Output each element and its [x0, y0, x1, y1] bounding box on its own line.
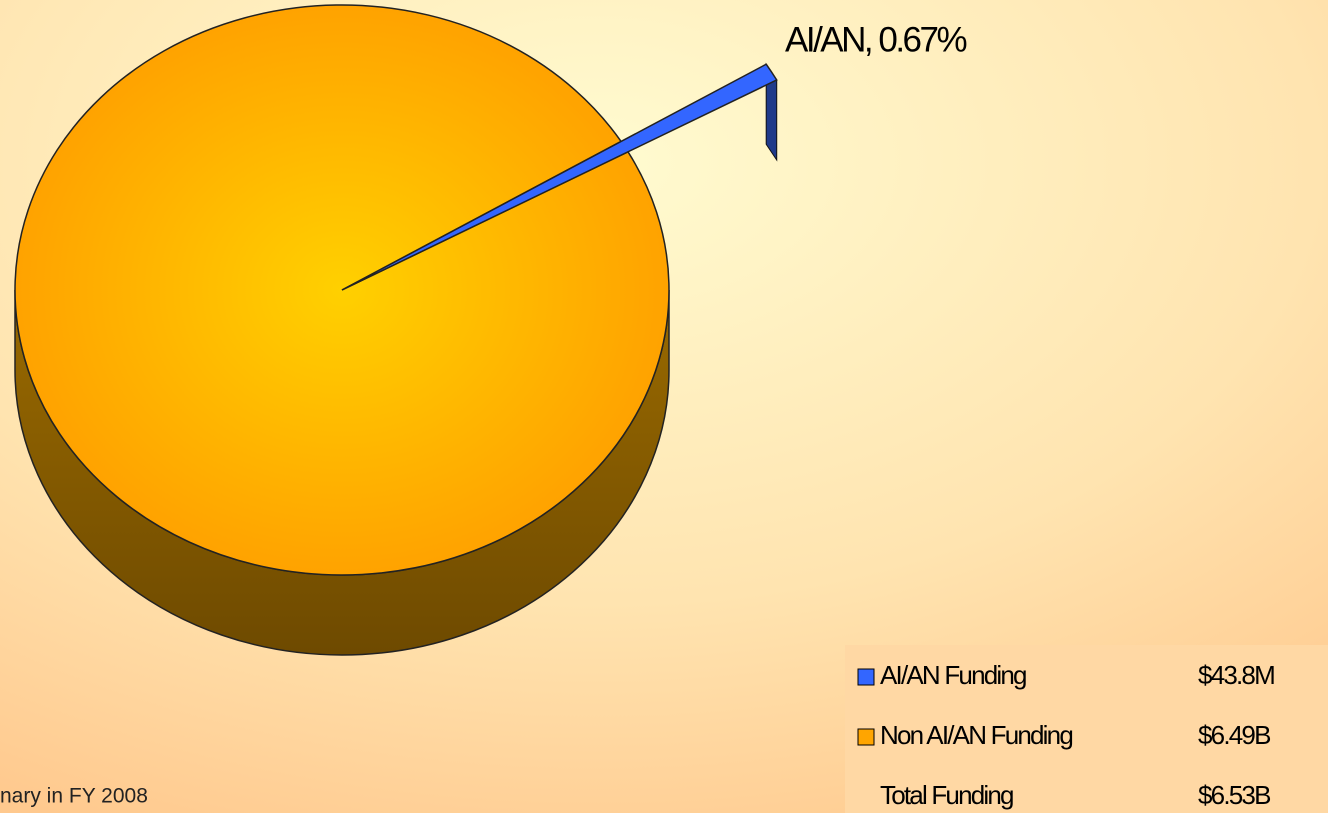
footnote: nary in FY 2008 [0, 785, 148, 808]
data-label: AI/AN, 0.67% [785, 20, 966, 59]
legend-box [845, 645, 1328, 813]
legend-amount: $43.8M [1198, 660, 1274, 690]
total-label: Total Funding [880, 780, 1013, 810]
legend-swatch [857, 728, 875, 746]
total-amount: $6.53B [1198, 780, 1270, 810]
legend-amount: $6.49B [1198, 720, 1270, 750]
legend-label: AI/AN Funding [880, 660, 1026, 690]
legend-label: Non AI/AN Funding [880, 720, 1072, 750]
legend-swatch [857, 668, 875, 686]
pie-slice [341, 63, 778, 291]
